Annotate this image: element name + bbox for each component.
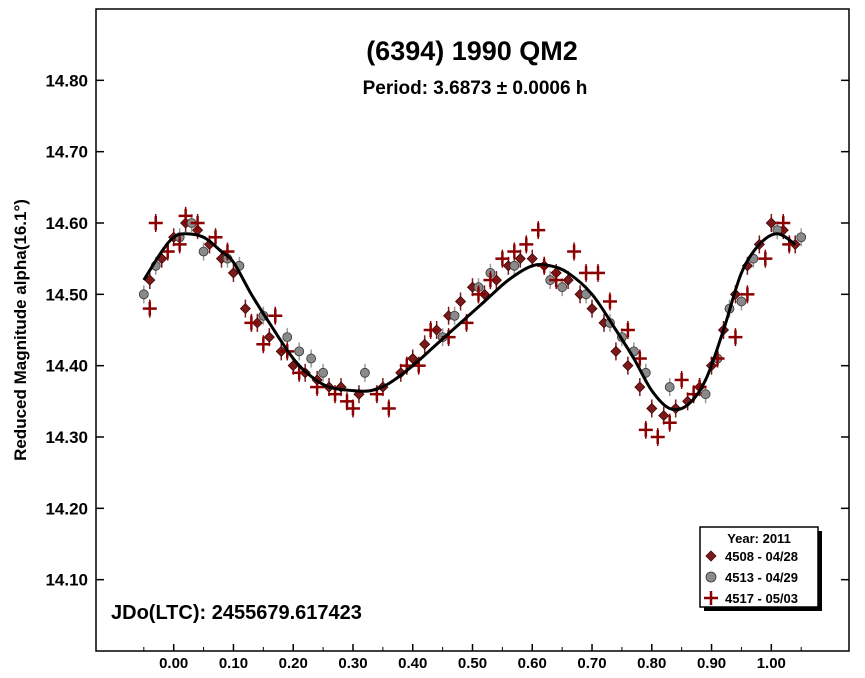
legend-marker-plus	[704, 591, 718, 605]
data-point-plus	[650, 428, 665, 446]
chart-subtitle: Period: 3.6873 ± 0.0006 h	[363, 78, 588, 99]
data-point-plus	[638, 420, 653, 439]
data-point-diamond	[419, 335, 431, 354]
data-point-plus	[244, 313, 259, 332]
data-point-circle	[318, 363, 328, 382]
epoch-annotation: JDo(LTC): 2455679.617423	[111, 602, 362, 624]
y-tick-label: 14.30	[45, 428, 88, 447]
data-point-plus	[142, 299, 157, 318]
data-point-circle	[138, 285, 149, 304]
data-point-diamond	[586, 299, 598, 318]
x-tick-label: 0.10	[219, 655, 248, 672]
y-tick-label: 14.10	[45, 571, 88, 590]
data-point-diamond	[227, 263, 240, 282]
data-point-plus	[483, 271, 498, 290]
x-tick-label: 0.60	[518, 655, 547, 672]
data-point-plus	[495, 249, 510, 268]
y-tick-label: 14.60	[45, 214, 88, 233]
data-point-diamond	[610, 342, 622, 361]
data-point-circle	[736, 292, 747, 311]
data-point-plus	[519, 235, 534, 254]
data-point-plus	[674, 370, 689, 389]
y-axis: 14.10 14.20 14.30 14.40 14.50 14.60 14.70 14.80	[45, 71, 849, 590]
x-tick-label: 0.40	[398, 655, 427, 672]
data-points	[138, 206, 807, 446]
legend-entry-1: 4508 - 04/28	[725, 549, 798, 564]
data-point-circle	[294, 342, 305, 361]
fit-curve	[142, 232, 797, 412]
data-point-plus	[758, 249, 773, 268]
x-axis: 0.00 0.10 0.20 0.30 0.40 0.50 0.60 0.70 0.80 0.90…	[143, 644, 802, 672]
chart-title: (6394) 1990 QM2	[366, 36, 578, 66]
data-point-circle	[796, 228, 807, 247]
data-point-plus	[190, 214, 205, 232]
data-point-plus	[662, 413, 677, 432]
x-tick-label: 1.00	[757, 655, 786, 672]
data-point-plus	[620, 321, 635, 339]
data-point-plus	[507, 242, 522, 261]
data-point-circle	[772, 221, 783, 240]
data-point-circle	[360, 363, 370, 382]
data-point-circle	[306, 349, 317, 368]
data-point-plus	[549, 271, 564, 290]
data-point-diamond	[765, 214, 777, 232]
x-tick-label: 0.00	[159, 655, 188, 672]
data-point-circle	[282, 328, 293, 347]
legend-marker-diamond	[705, 550, 717, 562]
data-point-plus	[172, 235, 187, 254]
data-point-plus	[148, 214, 163, 232]
data-point-circle	[198, 242, 209, 261]
x-tick-label: 0.50	[458, 655, 487, 672]
y-tick-label: 14.20	[45, 499, 88, 518]
x-tick-label: 0.90	[697, 655, 726, 672]
y-tick-label: 14.50	[45, 285, 88, 304]
data-point-plus	[776, 214, 791, 232]
data-point-diamond	[622, 356, 634, 375]
y-tick-label: 14.40	[45, 357, 88, 376]
data-point-plus	[579, 263, 594, 282]
y-tick-label: 14.70	[45, 143, 88, 162]
legend-entry-3: 4517 - 05/03	[725, 591, 798, 606]
legend-entry-2: 4513 - 04/29	[725, 570, 798, 585]
x-tick-label: 0.70	[577, 655, 606, 672]
data-point-plus	[423, 321, 438, 339]
data-point-plus	[602, 292, 617, 311]
data-point-diamond	[646, 399, 658, 418]
data-point-diamond	[239, 299, 251, 318]
legend-marker-circle	[705, 571, 717, 583]
data-point-plus	[345, 399, 360, 418]
data-point-plus	[531, 221, 546, 240]
data-point-plus	[591, 263, 605, 282]
data-point-plus	[567, 242, 582, 261]
data-point-diamond	[454, 292, 467, 311]
data-point-circle	[664, 378, 675, 397]
legend-title: Year: 2011	[727, 531, 791, 546]
data-point-circle	[449, 306, 460, 325]
data-point-plus	[256, 335, 271, 354]
data-point-plus	[178, 206, 193, 225]
legend: Year: 2011 4508 - 04/28 4513 - 04/29 451…	[699, 526, 822, 611]
data-point-plus	[381, 399, 396, 418]
data-point-plus	[728, 328, 743, 347]
x-tick-label: 0.20	[279, 655, 308, 672]
y-tick-label: 14.80	[45, 71, 88, 90]
data-point-diamond	[634, 378, 646, 397]
data-point-plus	[471, 285, 486, 304]
data-point-plus	[208, 228, 223, 247]
y-axis-label: Reduced Magnitude alpha(16.1°)	[11, 199, 30, 461]
x-tick-label: 0.80	[637, 655, 666, 672]
data-point-plus	[740, 285, 755, 304]
legend-box	[699, 526, 819, 608]
data-point-plus	[268, 306, 283, 325]
x-tick-label: 0.30	[338, 655, 367, 672]
